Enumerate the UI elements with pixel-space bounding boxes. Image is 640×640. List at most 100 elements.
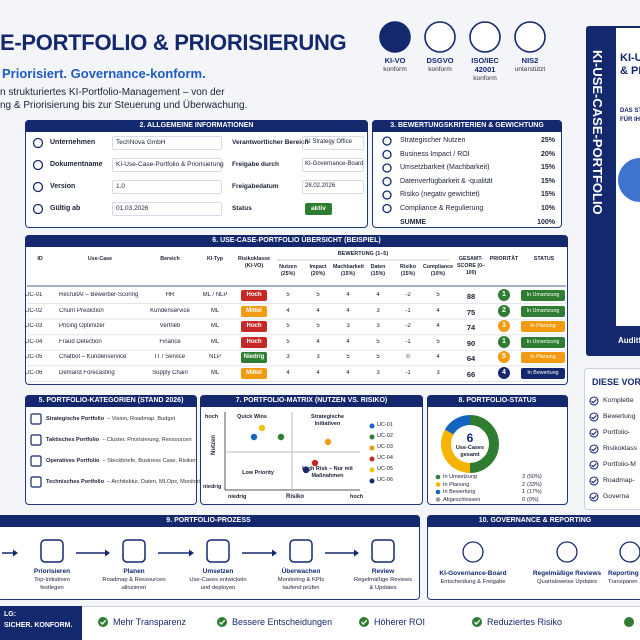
table-cell: 90: [466, 338, 476, 348]
info-value-box: [112, 202, 222, 216]
category-name: Taktisches Portfolio: [46, 437, 100, 443]
process-step-title: Überwachen: [281, 568, 321, 575]
legend-label: UC-05: [377, 466, 393, 472]
benefits-lead: LG:: [4, 611, 17, 618]
info-value-box: [302, 136, 364, 150]
table-column-header: Machbarkeit (15%): [333, 264, 364, 277]
badge-icon: [514, 21, 546, 53]
status-pct: (0%): [527, 496, 539, 503]
category-row: Technisches Portfolio – Architektur, Date…: [46, 479, 206, 485]
criteria-weight: 20%: [540, 150, 555, 158]
matrix-y-high: hoch: [205, 414, 219, 420]
table-cell: 4: [286, 370, 290, 376]
info-value-box: [302, 158, 364, 172]
criteria-weight: 15%: [540, 164, 555, 171]
side-panel: [584, 368, 640, 510]
info-label: Status: [232, 205, 252, 212]
panel-title: 5. PORTFOLIO-KATEGORIEN (STAND 2026): [25, 395, 197, 407]
panel: [200, 395, 423, 505]
matrix-quadrant-label: Low Priority: [242, 470, 274, 476]
table-cell: 75: [466, 307, 476, 317]
process-step-title: Umsetzen: [202, 568, 234, 575]
side-panel-item: Portfolio-M: [603, 461, 636, 468]
status-chip: aktiv: [305, 203, 332, 215]
risk-chip: Niedrig: [241, 352, 267, 364]
status-count: 2: [521, 481, 525, 488]
status-chip: In Planung: [521, 352, 565, 364]
table-cell: ML: [210, 338, 220, 345]
table-cell: UC-04: [25, 338, 43, 345]
badge-label: NIS2: [521, 56, 539, 65]
table-column-header: Risiko (15%): [400, 264, 416, 277]
info-label: Verantwortlicher Bereich: [232, 139, 309, 146]
criteria-weight: 25%: [540, 137, 555, 144]
table-cell: Supply Chain: [152, 370, 188, 376]
criteria-total: 100%: [537, 219, 555, 226]
matrix-quadrant-label: Quick Wins: [237, 414, 267, 420]
status-chip: In Umsetzung: [521, 305, 565, 317]
category-row: Strategische Portfolio – Vision, Roadmap,…: [46, 416, 175, 422]
panel-title: 2. ALLGEMEINE INFORMATIONEN: [25, 120, 368, 132]
table-column-header: Daten (15%): [370, 264, 386, 277]
table-cell: 5: [436, 292, 440, 298]
table-cell: 4: [346, 370, 350, 376]
badge-icon: [424, 21, 456, 53]
table-cell: Kundenservice: [150, 307, 190, 314]
status-label: Abgeschlossen: [443, 496, 481, 503]
status-chip: In Bewertung: [521, 368, 565, 379]
category-name: Operatives Portfolio: [46, 458, 100, 464]
badge-icon: [379, 21, 411, 53]
process-step-title: Priorisieren: [33, 568, 71, 575]
info-label: Freigabedatum: [232, 183, 279, 190]
table-cell: ML: [210, 323, 220, 330]
table-cell: 4: [316, 338, 320, 345]
process-step-title: Planen: [123, 568, 145, 575]
badge-label: KI-VO: [384, 56, 406, 65]
matrix-x-low: niedrig: [228, 494, 247, 500]
table-cell: -1: [405, 370, 411, 376]
process-step-text: Monitoring & KPIs: [277, 577, 325, 583]
governance-title: KI-Governance-Board: [439, 570, 507, 577]
panel-title: 6. USE-CASE-PORTFOLIO ÜBERSICHT (BEISPIE…: [25, 235, 568, 247]
table-column-header: STATUS: [533, 256, 555, 262]
side-panel-title: DIESE VOR: [592, 377, 640, 387]
status-pct: (17%): [527, 489, 542, 495]
info-label: Version: [50, 183, 76, 190]
risk-chip: Hoch: [241, 321, 267, 333]
matrix-quadrant-label: High Risk – Nur mit Maßnahmen: [302, 466, 353, 479]
status-count: 3: [521, 474, 525, 480]
table-column-header: KI-Typ: [206, 256, 224, 262]
badge-sub: konform: [383, 66, 407, 73]
table-cell: IT / Service: [154, 354, 186, 361]
table-cell: 3: [316, 354, 320, 361]
table-cell: 5: [376, 338, 380, 345]
table-cell: 64: [466, 354, 476, 364]
info-value-box: [302, 180, 364, 194]
badge-icon: [469, 21, 501, 53]
table-cell: 5: [436, 338, 440, 345]
table-column-header: GESAMT-SCORE (0–100): [457, 256, 485, 276]
table-cell: 3: [376, 370, 380, 376]
table-cell: -2: [405, 292, 411, 298]
table-cell: 74: [466, 323, 476, 333]
criteria-label: Strategischer Nutzen: [400, 137, 466, 144]
risk-chip: Mittel: [241, 305, 267, 317]
table-cell: ML / NLP: [202, 292, 228, 298]
table-cell: 88: [466, 292, 476, 301]
table-cell: 4: [346, 338, 350, 345]
book-footer: Auditfähi: [618, 336, 640, 345]
governance-text: Entscheidung & Freigabe: [440, 579, 506, 585]
book-cover-text: FÜR IHR: [620, 117, 640, 123]
governance-text: Transparen: [608, 579, 638, 585]
governance-title: Regelmäßige Reviews: [532, 570, 602, 577]
category-name: Technisches Portfolio: [46, 479, 105, 485]
table-cell: 4: [436, 354, 440, 361]
table-cell: 3: [436, 370, 440, 376]
badge-sub: konform: [428, 66, 452, 73]
benefits-lead-box: [0, 606, 82, 640]
category-desc: – Steckbriefe, Business Case, Risiken: [102, 458, 197, 464]
panel-title: 8. PORTFOLIO-STATUS: [427, 395, 568, 407]
badge-sub: konform: [473, 75, 497, 82]
badge-sub: unterstützt: [514, 66, 546, 73]
